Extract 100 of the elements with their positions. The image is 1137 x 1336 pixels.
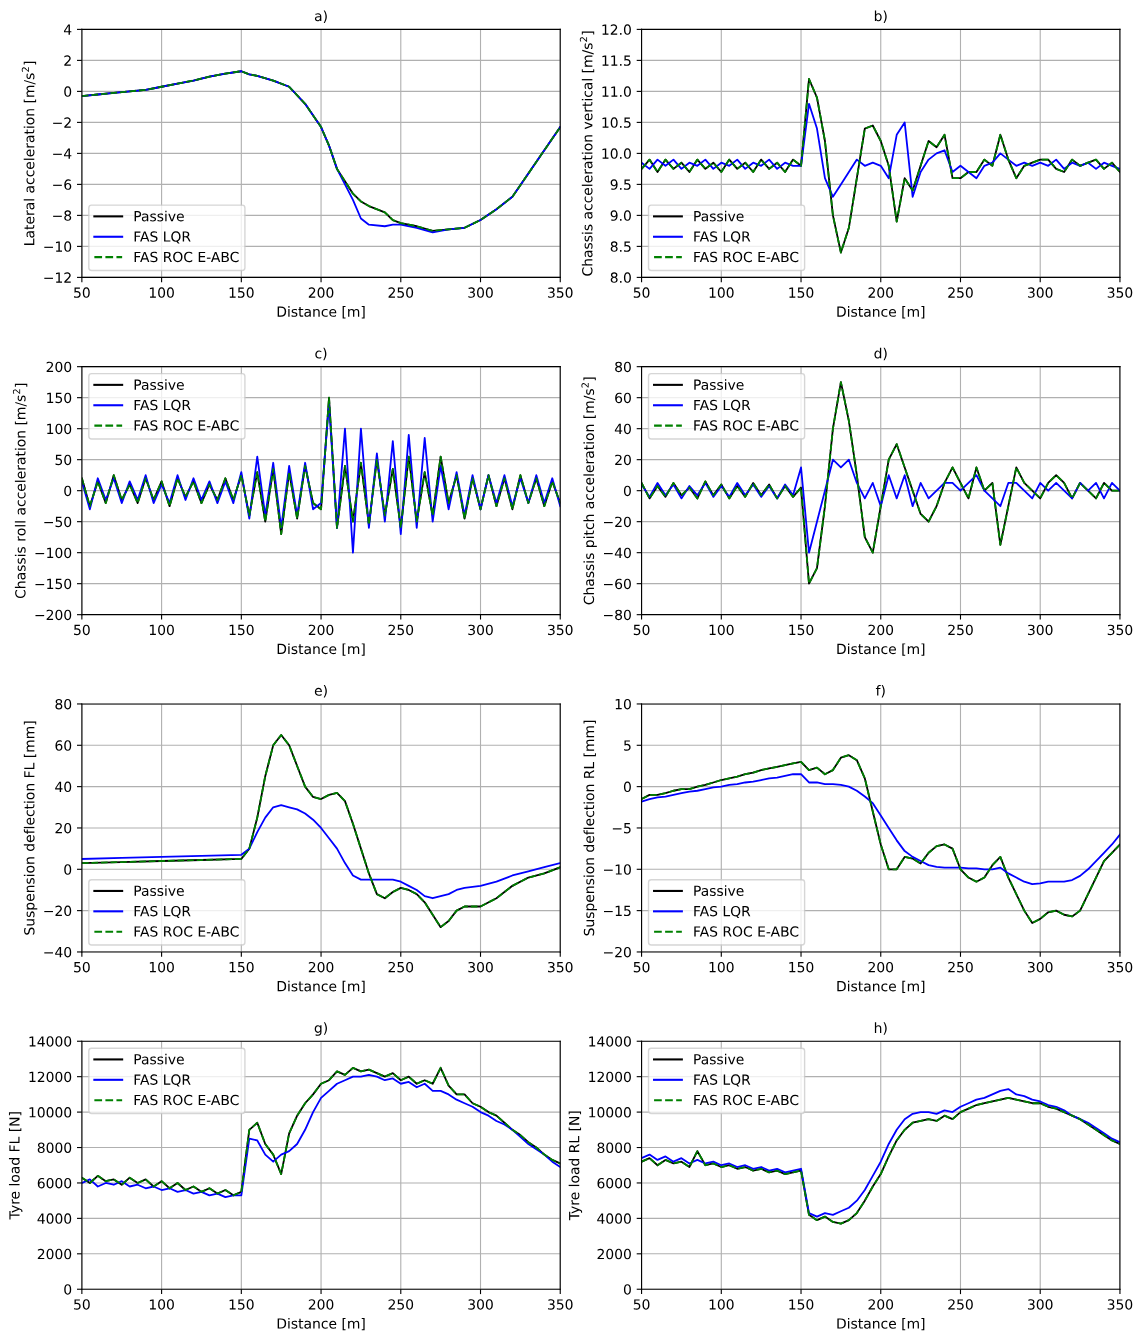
x-tick-label: 250	[388, 1299, 414, 1310]
x-axis-title: Distance [m]	[277, 1317, 365, 1331]
x-tick-label: 350	[1107, 1299, 1133, 1310]
y-tick-label: −4	[53, 148, 72, 159]
chart-title: g)	[314, 1022, 327, 1036]
x-tick-label: 200	[308, 287, 334, 298]
legend-label: FAS LQR	[694, 399, 751, 412]
y-tick-label: 20	[615, 454, 631, 466]
legend-label: FAS ROC E-ABC	[134, 420, 239, 431]
x-tick-label: 200	[308, 624, 334, 636]
y-tick-label: 10	[615, 698, 631, 710]
x-tick-label: 300	[468, 287, 493, 298]
y-tick-label: 12000	[29, 1071, 72, 1083]
y-tick-label: 100	[47, 423, 72, 435]
x-tick-label: 100	[709, 1299, 734, 1310]
y-tick-label: 8000	[37, 1142, 72, 1153]
y-tick-label: 40	[614, 423, 631, 435]
legend-label: FAS LQR	[134, 905, 191, 918]
legend-label: FAS LQR	[134, 1074, 191, 1087]
x-axis-title: Distance [m]	[277, 306, 365, 319]
x-tick-label: 50	[74, 961, 90, 973]
x-axis-title: Distance [m]	[277, 980, 365, 994]
y-tick-label: 20	[55, 822, 72, 834]
y-tick-label: 60	[615, 392, 631, 404]
x-tick-label: 150	[789, 961, 814, 973]
chart-title: a)	[314, 10, 327, 23]
y-tick-label: 8.0	[610, 272, 631, 283]
x-tick-label: 250	[948, 287, 973, 298]
legend-label: Passive	[134, 379, 184, 390]
y-tick-label: 8.5	[610, 241, 631, 252]
x-tick-label: 350	[548, 961, 573, 973]
y-tick-label: 40	[55, 781, 72, 793]
legend-label: FAS ROC E-ABC	[694, 1094, 799, 1106]
y-tick-label: −100	[35, 547, 72, 559]
y-axis-title: Chassis pitch acceleration [m/s$^{2}$]	[581, 377, 597, 605]
x-tick-label: 200	[868, 287, 894, 298]
y-tick-label: −80	[604, 609, 631, 621]
y-tick-label: −50	[44, 516, 72, 528]
y-tick-label: 80	[55, 698, 72, 710]
y-tick-label: 10000	[29, 1107, 72, 1118]
y-tick-label: 11.5	[602, 55, 631, 66]
y-axis-title: Lateral acceleration [m/s$^{2}$]	[21, 61, 37, 245]
legend-label: Passive	[694, 885, 744, 896]
y-tick-label: 10.5	[602, 117, 631, 128]
x-tick-label: 100	[709, 287, 734, 298]
y-axis-title: Tyre load RL [N]	[568, 1111, 583, 1221]
y-tick-label: 9.0	[610, 210, 631, 221]
y-tick-label: −10	[44, 241, 72, 252]
x-tick-label: 200	[868, 1299, 894, 1310]
legend-label: FAS ROC E-ABC	[694, 926, 799, 937]
legend-label: Passive	[694, 1053, 744, 1065]
legend-label: Passive	[134, 210, 184, 222]
y-tick-label: 2000	[37, 1248, 72, 1260]
x-tick-label: 150	[229, 961, 254, 973]
x-axis-title: Distance [m]	[837, 643, 925, 656]
x-tick-label: 100	[709, 624, 734, 636]
legend-label: Passive	[134, 885, 184, 896]
y-tick-label: 11.0	[602, 86, 631, 97]
y-axis-title: Suspension deflection RL [mm]	[583, 720, 597, 936]
legend-label: FAS LQR	[694, 231, 751, 244]
y-axis-title: Suspension deflection FL [mm]	[23, 721, 38, 935]
y-tick-label: −20	[604, 946, 631, 958]
x-tick-label: 250	[948, 624, 973, 636]
legend-label: Passive	[694, 379, 744, 390]
x-axis-title: Distance [m]	[277, 643, 365, 656]
y-axis-title: Tyre load FL [N]	[8, 1112, 23, 1220]
y-tick-label: 4	[63, 24, 72, 35]
y-tick-label: 10000	[589, 1107, 631, 1118]
x-tick-label: 200	[868, 624, 894, 636]
y-tick-label: 150	[47, 392, 72, 404]
y-tick-label: 80	[615, 361, 631, 373]
x-tick-label: 150	[229, 624, 254, 636]
x-tick-label: 50	[633, 1299, 650, 1310]
x-tick-label: 300	[1028, 1299, 1053, 1310]
y-tick-label: 60	[55, 740, 72, 751]
y-tick-label: 0	[64, 1284, 72, 1295]
x-tick-label: 150	[229, 287, 254, 298]
y-tick-label: −40	[604, 547, 631, 559]
y-tick-label: −10	[604, 864, 631, 875]
y-tick-label: 12000	[589, 1071, 631, 1083]
x-tick-label: 350	[548, 287, 573, 298]
y-tick-label: −8	[53, 210, 72, 221]
x-tick-label: 350	[1107, 287, 1133, 298]
chart-title: b)	[874, 10, 887, 23]
y-tick-label: 0	[64, 864, 72, 875]
x-tick-label: 300	[1028, 287, 1053, 298]
legend-label: Passive	[694, 210, 744, 222]
x-tick-label: 100	[149, 624, 174, 636]
chart-title: h)	[874, 1022, 887, 1035]
x-tick-label: 200	[308, 961, 334, 973]
y-tick-label: −20	[604, 516, 631, 528]
y-tick-label: −15	[604, 905, 631, 917]
x-tick-label: 300	[468, 1299, 493, 1310]
legend-label: FAS LQR	[694, 1074, 751, 1087]
y-tick-label: 6000	[37, 1177, 72, 1189]
x-tick-label: 200	[868, 961, 894, 973]
x-tick-label: 300	[468, 961, 493, 973]
y-tick-label: 0	[64, 485, 72, 497]
y-tick-label: 0	[623, 485, 631, 497]
legend-label: FAS ROC E-ABC	[134, 1094, 239, 1106]
